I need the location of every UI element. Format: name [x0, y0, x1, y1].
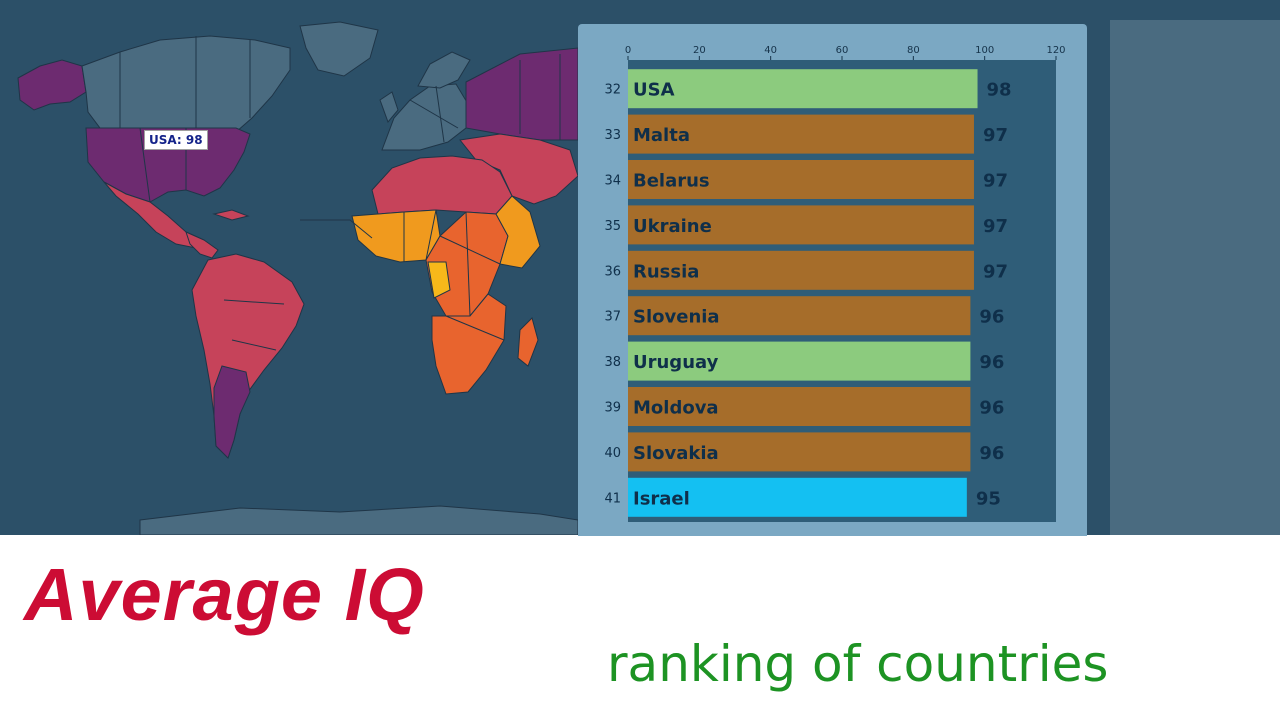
map-border-line	[425, 209, 437, 261]
page-subtitle: ranking of countries	[607, 635, 1109, 693]
rank-label: 37	[604, 310, 621, 325]
map-region-southern-africa	[431, 293, 507, 395]
rank-label: 32	[604, 83, 621, 98]
map-region-russia	[465, 47, 579, 141]
map-region-canada	[81, 35, 291, 133]
map-land	[17, 21, 579, 535]
map-region-scandinavia	[417, 51, 471, 89]
rank-label: 33	[604, 128, 621, 143]
map-region-caribbean	[212, 209, 250, 221]
x-tick-label: 80	[907, 45, 920, 56]
bar-value-label: 96	[979, 307, 1004, 328]
map-border-line	[439, 235, 501, 265]
world-map-shapes	[17, 21, 579, 535]
map-border-line	[409, 99, 459, 129]
usa-value-tag: USA: 98	[144, 130, 208, 150]
bar-value-label: 95	[976, 488, 1001, 509]
bar-value-label: 96	[979, 443, 1004, 464]
bar-category-label: Russia	[633, 261, 699, 282]
map-region-uk	[379, 91, 399, 123]
bar	[628, 160, 974, 199]
bar	[628, 250, 974, 290]
bar-category-label: Slovakia	[633, 443, 719, 464]
bar	[628, 69, 978, 109]
bar-category-label: Malta	[633, 125, 690, 146]
bar-category-label: Uruguay	[633, 352, 719, 373]
x-tick-label: 100	[975, 45, 994, 56]
bar-value-label: 97	[983, 171, 1008, 192]
map-border-line	[139, 127, 151, 203]
map-region-madagascar	[517, 317, 539, 367]
x-tick-label: 40	[764, 45, 777, 56]
side-strip	[1110, 20, 1280, 535]
rank-label: 35	[604, 219, 621, 234]
bar-value-label: 97	[983, 216, 1008, 237]
map-region-argentina	[213, 365, 251, 459]
map-region-alaska	[17, 59, 87, 111]
map-border-line	[435, 85, 445, 143]
map-border-line	[465, 211, 471, 317]
bar	[628, 205, 974, 245]
map-borders	[119, 36, 561, 351]
bar	[628, 114, 974, 154]
rank-label: 38	[604, 355, 621, 370]
bar	[628, 341, 971, 381]
map-border-line	[445, 315, 505, 341]
map-border-line	[231, 339, 277, 351]
rank-label: 34	[604, 174, 621, 189]
bar-category-label: USA	[633, 80, 675, 101]
rank-label: 36	[604, 264, 621, 279]
bar	[628, 477, 967, 517]
map-region-europe	[381, 83, 469, 151]
x-tick-label: 20	[693, 45, 706, 56]
rank-label: 40	[604, 446, 621, 461]
page-title: Average IQ	[24, 553, 425, 636]
bar-category-label: Israel	[633, 488, 690, 509]
bar-category-label: Slovenia	[633, 307, 720, 328]
bar-value-label: 97	[983, 261, 1008, 282]
bar-category-label: Moldova	[633, 398, 719, 419]
bar-value-label: 96	[979, 352, 1004, 373]
bar-value-label: 97	[983, 125, 1008, 146]
bar-chart-card: 0 20 40 60 80 100 120 32 USA 98 33 Malta 97 34 Belarus…	[578, 24, 1087, 536]
map-region-east-africa	[495, 195, 541, 269]
bar	[628, 387, 971, 426]
bar-value-label: 96	[979, 398, 1004, 419]
map-region-central-america	[185, 231, 219, 259]
map-region-greenland	[299, 21, 379, 77]
top-strip	[1060, 0, 1280, 20]
x-tick-label: 60	[836, 45, 849, 56]
map-border-line	[300, 219, 373, 239]
x-tick-label: 120	[1046, 45, 1065, 56]
bar-category-label: Ukraine	[633, 216, 712, 237]
bar	[628, 296, 971, 336]
x-tick-label: 0	[625, 45, 631, 56]
map-border-line	[223, 299, 285, 305]
map-region-congo	[427, 261, 451, 299]
rank-label: 39	[604, 401, 621, 416]
rank-label: 41	[604, 491, 621, 506]
map-region-south-america	[191, 253, 305, 459]
bar-value-label: 98	[987, 80, 1012, 101]
bar-category-label: Belarus	[633, 171, 710, 192]
bar-chart: 0 20 40 60 80 100 120 32 USA 98 33 Malta 97 34 Belarus…	[604, 45, 1066, 522]
bar	[628, 432, 971, 472]
map-region-antarctica-hint	[139, 505, 579, 535]
